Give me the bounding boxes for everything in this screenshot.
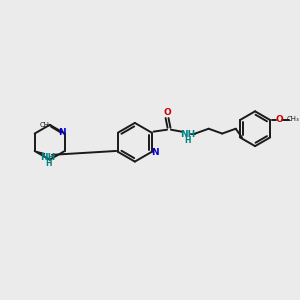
- Text: CH₃: CH₃: [40, 122, 53, 128]
- Text: NH: NH: [40, 153, 56, 162]
- Text: O: O: [276, 115, 284, 124]
- Text: N: N: [151, 148, 158, 158]
- Text: CH₃: CH₃: [287, 116, 300, 122]
- Text: N: N: [58, 128, 66, 137]
- Text: H: H: [184, 136, 190, 145]
- Text: O: O: [163, 108, 171, 117]
- Text: NH: NH: [180, 130, 195, 139]
- Text: H: H: [45, 159, 52, 168]
